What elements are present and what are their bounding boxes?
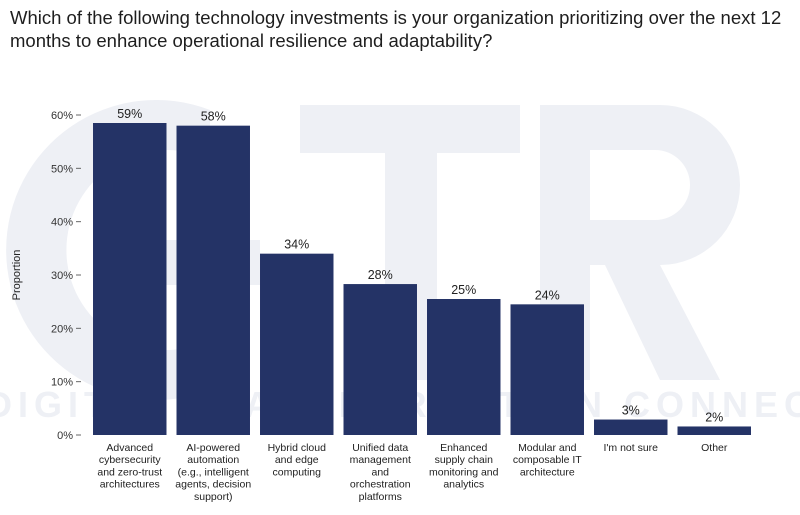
category-label: Unified data management and orchestration pl…: [350, 442, 411, 503]
category-label: AI-powered automation (e.g., intelligent ag…: [175, 442, 251, 503]
bar-value-label: 3%: [622, 404, 640, 418]
category-label-line: composable IT: [513, 454, 582, 466]
bar-value-label: 34%: [284, 238, 309, 252]
category-label-line: AI-powered: [186, 442, 240, 454]
category-label: Hybrid cloud and edge computing: [268, 442, 327, 478]
category-label-line: Unified data: [352, 442, 408, 454]
bar: [343, 284, 417, 435]
y-tick-label: 20%: [51, 323, 73, 335]
category-label-line: Other: [701, 442, 728, 454]
bar-value-label: 24%: [535, 288, 560, 302]
category-label-line: monitoring and: [429, 466, 499, 478]
y-tick-label: 30%: [51, 270, 73, 282]
chart-title: Which of the following technology invest…: [10, 7, 782, 51]
category-label-line: Enhanced: [440, 442, 487, 454]
category-label-line: Advanced: [106, 442, 153, 454]
category-label-line: Modular and: [518, 442, 577, 454]
category-label-line: orchestration: [350, 479, 411, 491]
category-label-line: platforms: [359, 491, 402, 503]
category-label: Other: [701, 442, 728, 454]
bar: [260, 253, 334, 435]
category-label-line: architecture: [520, 466, 575, 478]
y-tick-label: 10%: [51, 377, 73, 389]
y-axis-label: Proportion: [11, 250, 23, 301]
category-label-line: I'm not sure: [603, 442, 658, 454]
bar-value-label: 28%: [368, 268, 393, 282]
bar-value-label: 25%: [451, 283, 476, 297]
bar: [677, 426, 751, 435]
category-label-line: automation: [187, 454, 239, 466]
category-label-line: computing: [273, 466, 322, 478]
bar: [93, 123, 167, 435]
category-label-line: analytics: [443, 479, 484, 491]
y-tick-label: 0%: [57, 430, 73, 442]
y-tick-label: 60%: [51, 110, 73, 122]
category-label-line: (e.g., intelligent: [178, 466, 249, 478]
category-label-line: supply chain: [435, 454, 494, 466]
category-label-line: support): [194, 491, 233, 503]
category-label-line: and zero-trust: [97, 466, 162, 478]
bar: [176, 125, 250, 436]
category-label-line: Hybrid cloud: [268, 442, 327, 454]
y-tick-label: 50%: [51, 163, 73, 175]
bar-value-label: 2%: [705, 410, 723, 424]
bar: [427, 299, 501, 435]
category-label-line: management: [350, 454, 411, 466]
category-label-line: architectures: [100, 479, 160, 491]
category-label-line: agents, decision: [175, 479, 251, 491]
bar: [594, 419, 668, 435]
category-label: Modular and composable IT architecture: [513, 442, 582, 478]
category-label-line: and: [371, 466, 389, 478]
category-label-line: cybersecurity: [99, 454, 162, 466]
category-label: Enhanced supply chain monitoring and analyt…: [429, 442, 499, 491]
y-tick-label: 40%: [51, 217, 73, 229]
category-label-line: and edge: [275, 454, 319, 466]
bar-value-label: 59%: [117, 107, 142, 121]
bar: [510, 304, 584, 435]
category-label: Advanced cybersecurity and zero-trust archi…: [97, 442, 162, 491]
category-label: I'm not sure: [603, 442, 658, 454]
bar-value-label: 58%: [201, 110, 226, 124]
